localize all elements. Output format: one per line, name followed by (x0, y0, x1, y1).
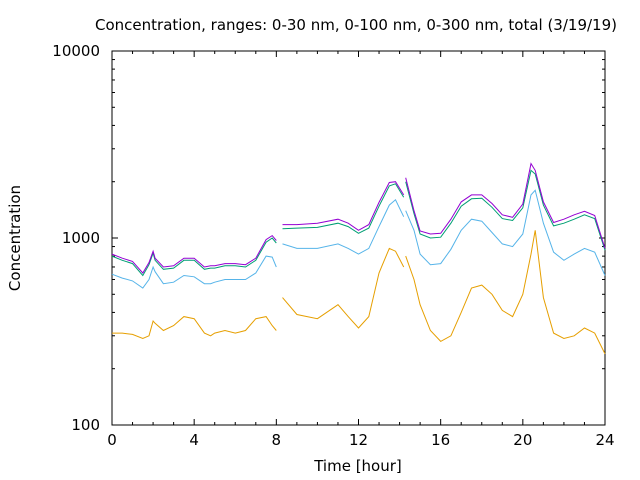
series-line-3-segment-1 (111, 237, 277, 277)
series-line-2-segment-1 (111, 255, 277, 289)
series-line-2-segment-3 (405, 189, 606, 276)
plot-frame (111, 50, 606, 426)
x-tick-label: 24 (595, 431, 614, 449)
y-tick-label: 100 (71, 416, 100, 434)
y-tick-label: 1000 (62, 229, 100, 247)
series-line-3-segment-3 (405, 169, 606, 251)
series-line-4-segment-3 (405, 162, 606, 249)
x-tick-label: 8 (272, 431, 282, 449)
x-axis-label: Time [hour] (313, 457, 402, 475)
series-line-1-segment-2 (282, 247, 405, 329)
y-axis-label: Concentration (6, 185, 24, 291)
series-line-1-segment-3 (405, 230, 606, 355)
x-tick-label: 20 (513, 431, 532, 449)
series-line-4-segment-2 (282, 181, 405, 231)
series-line-1-segment-1 (112, 316, 277, 340)
axis-ticks: 0 4 8 12 16 20 24 100 1000 10000 (52, 42, 614, 449)
series-line-3-segment-2 (282, 183, 405, 234)
x-tick-label: 4 (189, 431, 199, 449)
x-tick-label: 0 (107, 431, 117, 449)
y-tick-label: 10000 (52, 42, 100, 60)
x-tick-label: 12 (349, 431, 368, 449)
x-tick-label: 16 (431, 431, 450, 449)
series-group (111, 162, 606, 355)
chart-title: Concentration, ranges: 0-30 nm, 0-100 nm… (95, 16, 617, 34)
series-line-4-segment-1 (111, 234, 277, 274)
series-line-2-segment-2 (282, 198, 405, 255)
